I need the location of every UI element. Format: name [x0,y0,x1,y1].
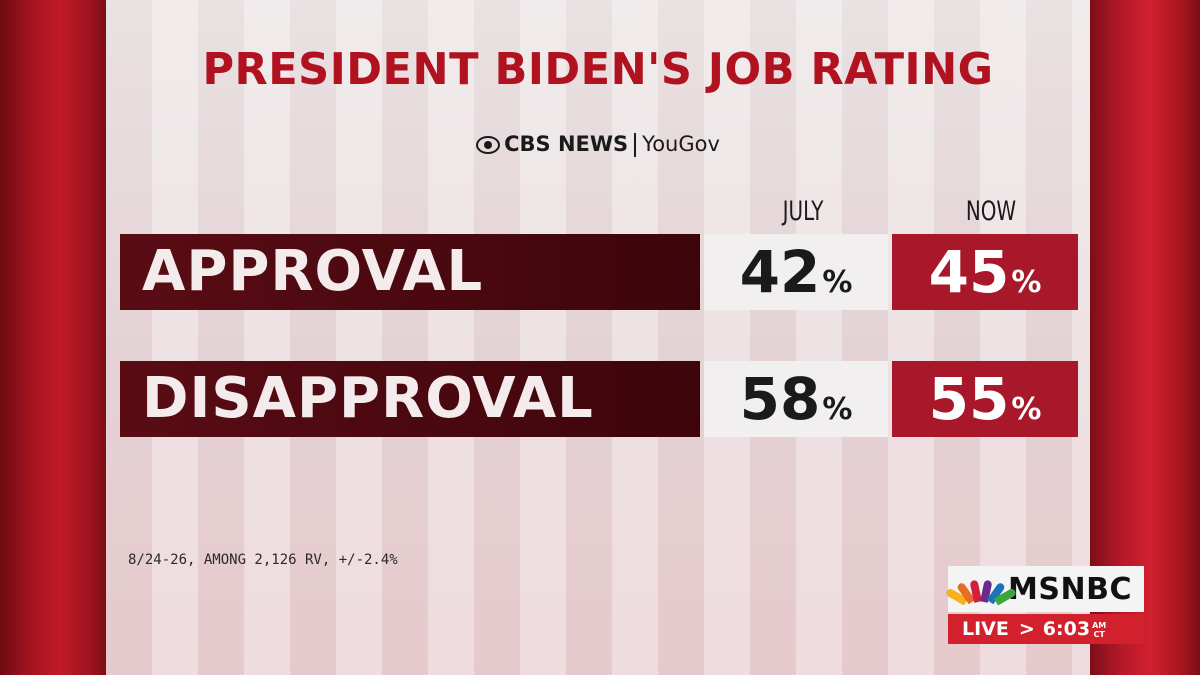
graphic-board: PRESIDENT BIDEN'S JOB RATING CBS NEWS You… [106,0,1090,675]
peacock-icon [944,576,1018,606]
source-divider [634,133,637,157]
now-value: 45 [928,238,1010,306]
poll-source: CBS NEWS YouGov [106,132,1090,157]
cbs-eye-icon [476,136,501,154]
live-time-bar: LIVE >6:03 AM CT [948,614,1144,644]
now-value-cell: 55% [892,361,1078,437]
live-label: LIVE [962,618,1009,640]
july-value: 58 [739,365,821,433]
column-header-july: JULY [782,196,824,227]
rating-row-approval: APPROVAL 42% 45% [120,234,1078,310]
row-label: DISAPPROVAL [120,361,700,437]
rating-row-disapproval: DISAPPROVAL 58% 55% [120,361,1078,437]
now-value: 55 [928,365,1010,433]
now-value-cell: 45% [892,234,1078,310]
network-logo: MSNBC [944,566,1144,612]
percent-sign: % [1011,392,1042,427]
july-value: 42 [739,238,821,306]
source-secondary: YouGov [642,132,720,156]
percent-sign: % [822,392,853,427]
july-value-cell: 58% [704,361,888,437]
left-red-frame [0,0,106,675]
graphic-title: PRESIDENT BIDEN'S JOB RATING [202,44,994,95]
chevron-right-icon: > [1018,618,1035,640]
percent-sign: % [822,265,853,300]
row-label: APPROVAL [120,234,700,310]
right-red-frame [1090,0,1200,675]
time-suffix-am: AM [1092,620,1107,630]
july-value-cell: 42% [704,234,888,310]
percent-sign: % [1011,265,1042,300]
column-header-now: NOW [965,196,1017,227]
broadcast-time: 6:03 [1042,618,1091,640]
network-bug: MSNBC LIVE >6:03 AM CT [944,566,1144,648]
network-name: MSNBC [1008,571,1132,607]
time-suffix-ct: CT [1093,629,1105,639]
time-suffix: AM CT [1092,621,1106,639]
source-primary: CBS NEWS [504,132,629,156]
poll-footnote: 8/24-26, AMONG 2,126 RV, +/-2.4% [128,552,398,568]
